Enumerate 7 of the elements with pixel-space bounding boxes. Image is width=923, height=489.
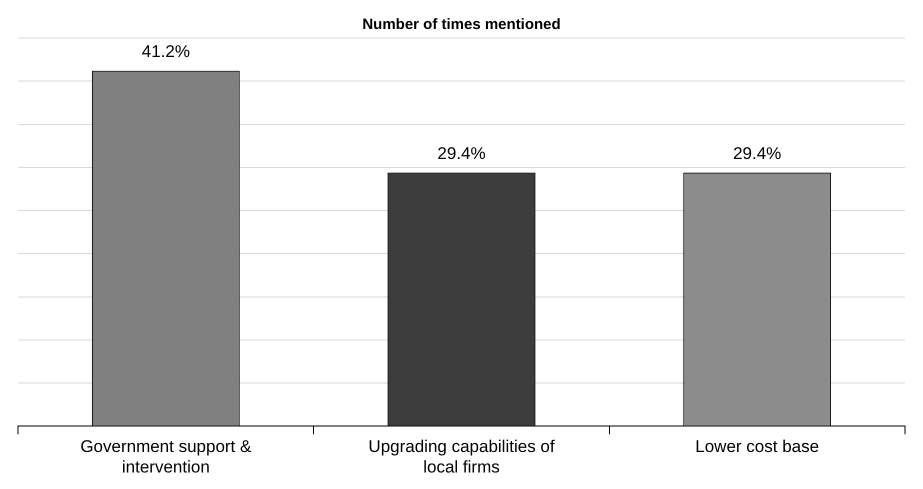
data-label: 29.4% <box>437 144 486 163</box>
x-tick-label: Lower cost base <box>695 437 820 456</box>
x-tick-label: Upgrading capabilities of local firms <box>368 437 555 476</box>
x-tick-label: Government support & intervention <box>80 437 252 476</box>
data-label: 41.2% <box>142 42 190 61</box>
chart-title: Number of times mentioned <box>362 16 561 34</box>
data-label: 29.4% <box>733 144 782 163</box>
